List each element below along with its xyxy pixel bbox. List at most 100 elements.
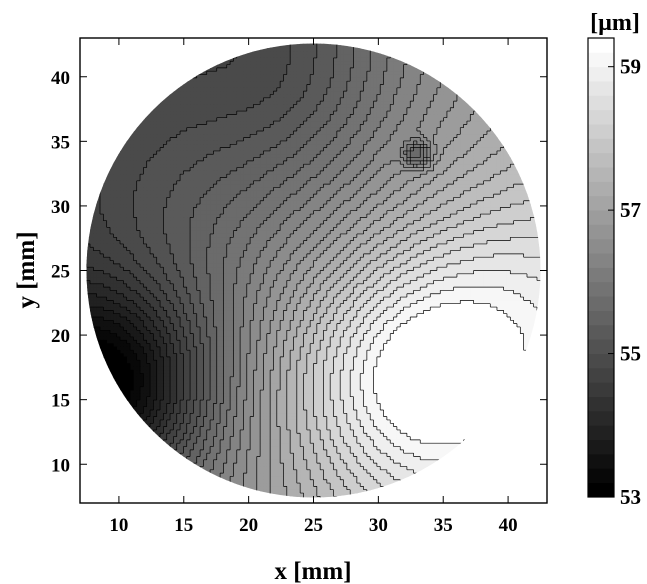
contour-cell bbox=[253, 54, 258, 59]
contour-cell bbox=[490, 51, 495, 56]
contour-cell bbox=[490, 124, 495, 129]
contour-cell bbox=[293, 150, 298, 155]
contour-cell bbox=[410, 121, 415, 125]
contour-cell bbox=[200, 107, 205, 112]
contour-cell bbox=[383, 43, 388, 46]
contour-cell bbox=[240, 127, 245, 132]
contour-cell bbox=[496, 74, 501, 79]
contour-cell bbox=[526, 140, 531, 145]
contour-cell bbox=[273, 131, 278, 135]
contour-cell bbox=[396, 124, 401, 129]
contour-cell bbox=[120, 134, 124, 139]
contour-cell bbox=[96, 84, 101, 89]
contour-cell bbox=[416, 43, 421, 46]
contour-cell bbox=[383, 150, 388, 155]
contour-cell bbox=[396, 54, 401, 59]
contour-cell bbox=[166, 97, 171, 102]
contour-cell bbox=[86, 84, 91, 89]
contour-cell bbox=[156, 117, 161, 122]
contour-cell bbox=[426, 104, 431, 109]
contour-cell bbox=[180, 47, 185, 52]
contour-cell bbox=[90, 134, 94, 139]
contour-cell bbox=[526, 67, 531, 72]
contour-cell bbox=[486, 107, 491, 112]
contour-cell bbox=[456, 150, 461, 155]
contour-cell bbox=[146, 94, 151, 99]
contour-cell bbox=[183, 97, 188, 102]
contour-cell bbox=[330, 77, 335, 82]
contour-cell bbox=[250, 127, 255, 132]
contour-cell bbox=[353, 107, 358, 112]
contour-cell bbox=[316, 154, 321, 159]
contour-cell bbox=[233, 94, 238, 99]
contour-cell bbox=[96, 77, 101, 82]
contour-cell bbox=[336, 77, 341, 82]
contour-cell bbox=[266, 117, 271, 122]
contour-cell bbox=[273, 47, 278, 52]
contour-cell bbox=[286, 87, 291, 92]
contour-cell bbox=[286, 134, 291, 139]
contour-cell bbox=[133, 47, 138, 52]
contour-cell bbox=[153, 91, 158, 96]
contour-cell bbox=[343, 51, 348, 56]
contour-cell bbox=[160, 44, 164, 49]
contour-cell bbox=[170, 67, 174, 72]
contour-cell bbox=[236, 134, 241, 139]
contour-cell bbox=[160, 57, 164, 62]
contour-cell bbox=[236, 144, 241, 149]
contour-cell bbox=[460, 121, 465, 125]
contour-cell bbox=[373, 51, 378, 56]
contour-cell bbox=[256, 140, 261, 145]
contour-cell bbox=[240, 74, 245, 79]
contour-cell bbox=[216, 77, 221, 82]
contour-cell bbox=[463, 114, 468, 119]
contour-cell bbox=[106, 154, 111, 159]
contour-cell bbox=[430, 140, 435, 145]
contour-cell bbox=[470, 137, 475, 142]
contour-cell bbox=[513, 81, 518, 86]
contour-cell bbox=[110, 111, 114, 115]
contour-cell bbox=[160, 47, 164, 52]
contour-cell bbox=[86, 87, 88, 92]
contour-cell bbox=[523, 140, 528, 145]
contour-cell bbox=[220, 111, 225, 115]
contour-cell bbox=[363, 84, 368, 89]
contour-cell bbox=[406, 74, 411, 79]
contour-cell bbox=[116, 91, 121, 96]
contour-cell bbox=[313, 111, 318, 115]
contour-cell bbox=[320, 147, 325, 152]
contour-cell bbox=[540, 54, 541, 59]
contour-cell bbox=[213, 104, 218, 109]
contour-cell bbox=[423, 81, 428, 86]
contour-cell bbox=[490, 67, 495, 72]
contour-cell bbox=[313, 74, 318, 79]
contour-cell bbox=[286, 101, 291, 106]
contour-cell bbox=[216, 54, 221, 59]
contour-cell bbox=[446, 61, 451, 66]
contour-cell bbox=[250, 61, 255, 66]
contour-cell bbox=[203, 150, 208, 155]
contour-cell bbox=[406, 127, 411, 132]
contour-cell bbox=[493, 67, 498, 72]
contour-cell bbox=[493, 44, 498, 49]
contour-cell bbox=[293, 67, 298, 72]
contour-cell bbox=[326, 150, 331, 155]
contour-cell bbox=[296, 154, 301, 159]
contour-cell bbox=[380, 87, 385, 92]
contour-cell bbox=[220, 144, 225, 149]
contour-cell bbox=[463, 107, 468, 112]
contour-cell bbox=[140, 114, 144, 119]
contour-cell bbox=[326, 140, 331, 145]
contour-cell bbox=[120, 67, 124, 72]
contour-cell bbox=[250, 77, 255, 82]
contour-cell bbox=[310, 124, 315, 129]
contour-cell bbox=[360, 91, 365, 96]
contour-cell bbox=[233, 137, 238, 142]
contour-cell bbox=[170, 61, 174, 66]
contour-cell bbox=[250, 137, 255, 142]
contour-cell bbox=[273, 97, 278, 102]
contour-cell bbox=[206, 74, 211, 79]
contour-cell bbox=[176, 134, 181, 139]
contour-cell bbox=[443, 127, 448, 132]
contour-cell bbox=[390, 121, 395, 125]
